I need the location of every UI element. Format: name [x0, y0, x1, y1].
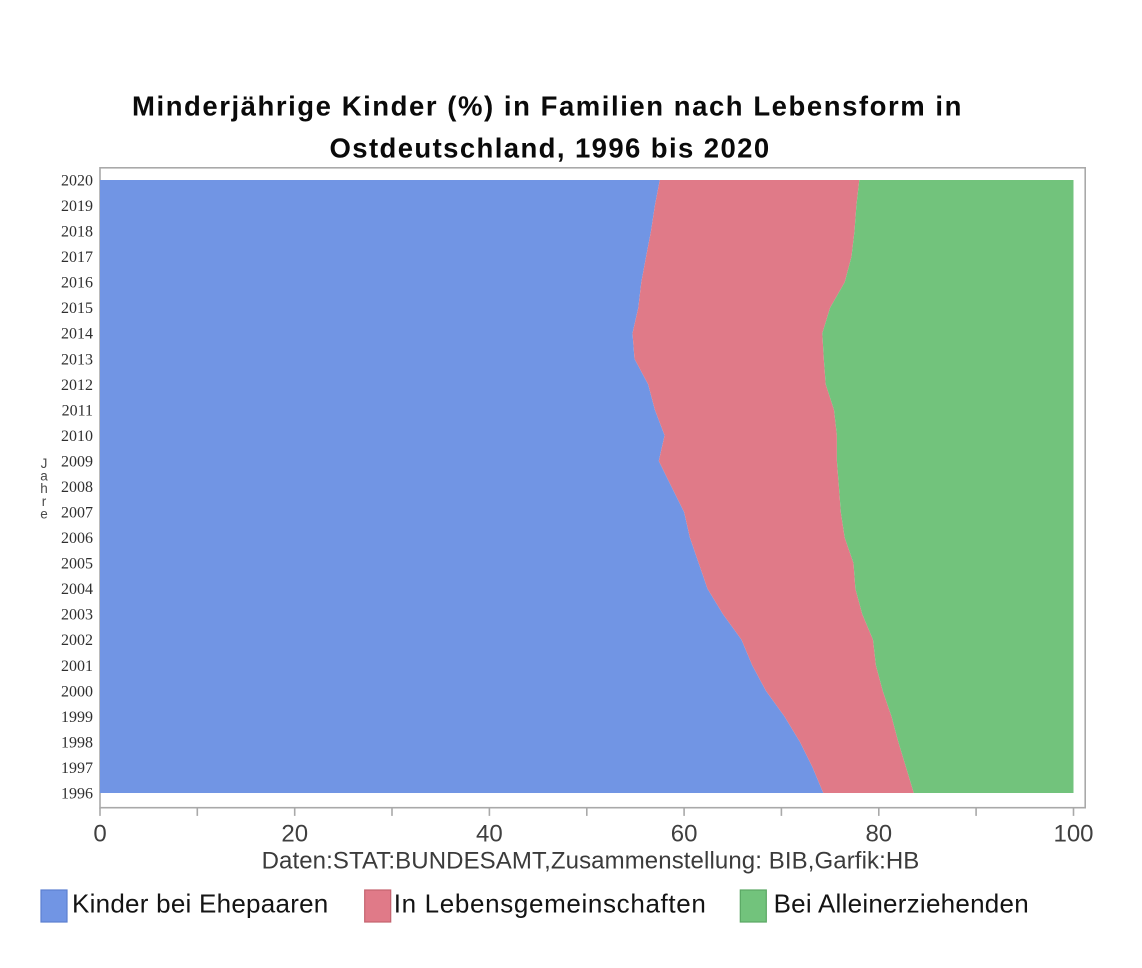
- svg-text:Minderjährige Kinder (%) in Fa: Minderjährige Kinder (%) in Familien nac…: [132, 90, 963, 121]
- svg-text:2016: 2016: [61, 275, 93, 292]
- svg-text:2001: 2001: [61, 658, 93, 675]
- svg-text:2002: 2002: [61, 632, 93, 649]
- svg-text:Bei Alleinerziehenden: Bei Alleinerziehenden: [774, 889, 1029, 919]
- svg-text:60: 60: [671, 821, 698, 848]
- svg-text:2010: 2010: [61, 428, 93, 445]
- svg-text:2019: 2019: [61, 198, 93, 215]
- svg-text:2014: 2014: [61, 326, 93, 343]
- svg-text:2003: 2003: [61, 607, 93, 624]
- svg-text:1998: 1998: [61, 734, 93, 751]
- svg-text:2000: 2000: [61, 683, 93, 700]
- svg-text:2013: 2013: [61, 351, 93, 368]
- svg-text:2015: 2015: [61, 300, 93, 317]
- svg-text:2018: 2018: [61, 224, 93, 241]
- svg-text:Ostdeutschland, 1996 bis 2020: Ostdeutschland, 1996 bis 2020: [329, 133, 770, 164]
- svg-text:80: 80: [865, 821, 892, 848]
- svg-text:Daten:STAT:BUNDESAMT,Zusammens: Daten:STAT:BUNDESAMT,Zusammenstellung: B…: [262, 848, 920, 875]
- svg-text:40: 40: [476, 821, 503, 848]
- svg-text:1996: 1996: [61, 786, 93, 803]
- svg-text:2009: 2009: [61, 454, 93, 471]
- svg-text:2006: 2006: [61, 530, 93, 547]
- svg-text:20: 20: [281, 821, 308, 848]
- svg-text:1997: 1997: [61, 760, 93, 777]
- svg-text:2005: 2005: [61, 556, 93, 573]
- svg-text:2008: 2008: [61, 479, 93, 496]
- svg-text:1999: 1999: [61, 709, 93, 726]
- svg-text:2020: 2020: [61, 173, 93, 190]
- svg-text:2004: 2004: [61, 581, 93, 598]
- svg-text:2007: 2007: [61, 505, 93, 522]
- svg-text:2017: 2017: [61, 249, 93, 266]
- svg-text:Kinder bei Ehepaaren: Kinder bei Ehepaaren: [72, 889, 329, 919]
- svg-text:In Lebensgemeinschaften: In Lebensgemeinschaften: [394, 889, 707, 919]
- svg-text:2012: 2012: [61, 377, 93, 394]
- svg-text:100: 100: [1053, 821, 1093, 848]
- svg-text:2011: 2011: [62, 402, 93, 419]
- svg-text:0: 0: [93, 821, 106, 848]
